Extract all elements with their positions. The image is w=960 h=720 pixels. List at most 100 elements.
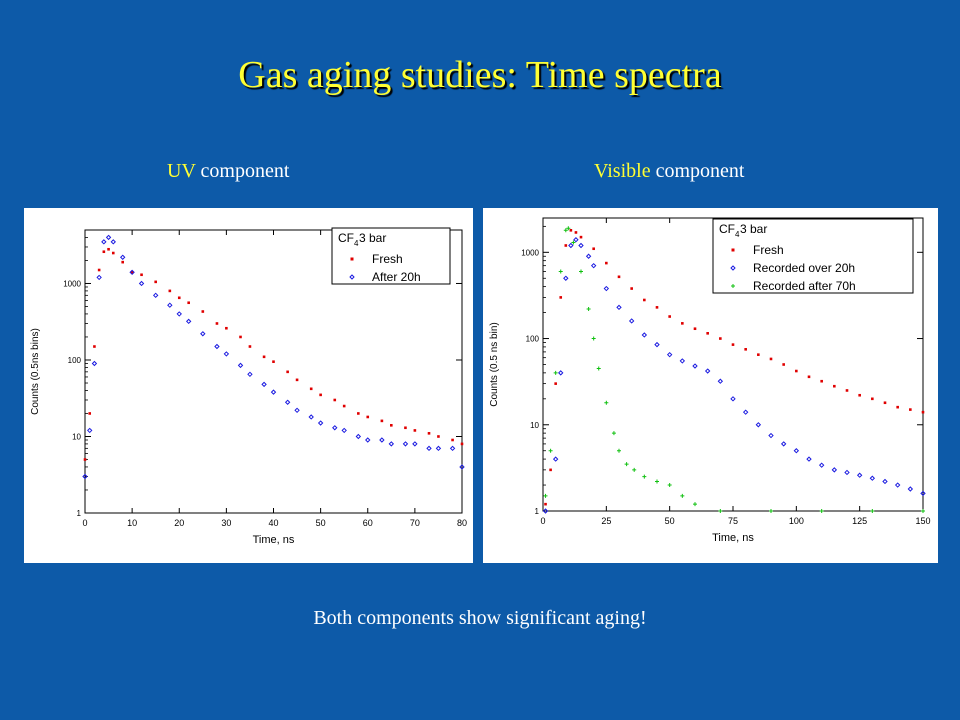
uv-time-spectrum-chart: 0 10 20 30 40 50 60 70 80 1 10 100 1000 Time, ns Count… xyxy=(30,227,467,546)
data-point-recorded-after-70h xyxy=(553,370,558,375)
legend-label-fresh: Fresh xyxy=(753,243,784,257)
y-tick-label: 10 xyxy=(530,421,539,430)
data-point-fresh xyxy=(413,429,417,432)
data-point-fresh xyxy=(693,327,697,331)
data-point-fresh xyxy=(668,315,671,318)
data-point-fresh xyxy=(896,405,899,409)
legend-marker xyxy=(731,284,735,288)
legend-marker xyxy=(349,274,355,280)
data-point-fresh xyxy=(921,410,925,414)
data-point-recorded-over-20h xyxy=(603,285,610,292)
legend-marker xyxy=(731,248,735,252)
data-point-recorded-over-20h xyxy=(793,448,800,454)
data-point-fresh xyxy=(88,412,92,415)
footer-note: Both components show significant aging! xyxy=(313,607,647,629)
x-tick-label: 50 xyxy=(665,516,675,526)
data-point-recorded-over-20h xyxy=(573,237,579,243)
data-point-after-20h xyxy=(459,464,465,470)
data-point-fresh xyxy=(820,379,823,383)
data-point-fresh xyxy=(579,235,583,239)
x-tick-label: 80 xyxy=(457,518,467,528)
data-point-recorded-over-20h xyxy=(568,242,574,249)
data-point-fresh xyxy=(605,261,608,265)
legend-box xyxy=(712,218,914,294)
data-point-fresh xyxy=(309,387,313,391)
slide-title: Gas aging studies: Time spectra xyxy=(238,54,722,96)
data-point-recorded-after-70h xyxy=(632,467,637,472)
data-point-fresh xyxy=(655,306,659,309)
data-point-recorded-after-70h xyxy=(604,400,609,405)
data-point-after-20h xyxy=(365,437,371,443)
data-point-recorded-over-20h xyxy=(542,508,549,514)
data-point-fresh xyxy=(366,415,370,419)
data-point-fresh xyxy=(121,260,124,264)
data-point-fresh xyxy=(719,337,722,340)
legend-label-recorded-after-70h: Recorded after 70h xyxy=(753,279,856,293)
data-point-fresh xyxy=(333,398,337,402)
data-point-fresh xyxy=(451,438,454,442)
data-point-recorded-over-20h xyxy=(590,262,597,269)
data-point-recorded-after-70h xyxy=(680,493,685,498)
data-point-fresh xyxy=(319,393,322,397)
data-point-fresh xyxy=(97,268,101,272)
caption-uv-component: UV component xyxy=(167,160,289,183)
y-tick-label: 1 xyxy=(77,509,82,518)
caption-uv-rest: component xyxy=(195,160,290,182)
x-tick-label: 100 xyxy=(789,516,804,526)
caption-uv-highlight: UV xyxy=(167,160,196,182)
data-point-recorded-over-20h xyxy=(692,363,698,369)
data-point-recorded-over-20h xyxy=(882,478,888,485)
data-point-fresh xyxy=(93,345,96,348)
x-tick-label: 20 xyxy=(174,518,184,528)
data-point-after-20h xyxy=(152,292,159,299)
data-point-recorded-after-70h xyxy=(586,307,591,312)
y-tick-label: 10 xyxy=(72,432,81,441)
y-axis-label: Counts (0.5ns bins) xyxy=(30,328,41,415)
data-point-recorded-after-70h xyxy=(558,269,563,274)
x-tick-label: 60 xyxy=(363,518,373,528)
visible-time-spectrum-chart: 0 25 50 75 100 125 150 1 10 100 1000 Time, ns Counts… xyxy=(489,217,931,544)
data-point-recorded-after-70h xyxy=(870,509,875,513)
data-point-after-20h xyxy=(129,269,135,276)
legend-label-fresh: Fresh xyxy=(372,252,403,266)
data-point-recorded-over-20h xyxy=(704,368,711,374)
data-point-fresh xyxy=(909,408,912,411)
data-point-fresh xyxy=(295,378,299,382)
data-point-recorded-after-70h xyxy=(543,493,548,498)
data-point-after-20h xyxy=(412,441,418,447)
data-point-fresh xyxy=(782,363,785,366)
data-point-recorded-over-20h xyxy=(717,378,724,384)
data-point-recorded-after-70h xyxy=(718,509,723,513)
legend-label-recorded-over-20h: Recorded over 20h xyxy=(753,261,855,275)
data-point-after-20h xyxy=(355,433,362,440)
data-point-after-20h xyxy=(185,318,192,325)
data-point-fresh xyxy=(130,270,134,274)
data-point-fresh xyxy=(569,229,573,232)
data-point-recorded-over-20h xyxy=(628,318,635,324)
data-point-fresh xyxy=(177,296,181,300)
data-point-recorded-over-20h xyxy=(894,482,901,488)
legend-marker xyxy=(350,257,354,261)
legend-title-subscript: 4 xyxy=(735,230,740,239)
legend-title-main: CF xyxy=(719,222,735,236)
data-point-recorded-over-20h xyxy=(563,275,569,281)
data-point-fresh xyxy=(107,247,110,251)
x-tick-label: 150 xyxy=(915,516,930,526)
data-point-fresh xyxy=(215,322,219,325)
data-point-fresh xyxy=(617,275,621,279)
y-tick-label: 1000 xyxy=(521,248,539,257)
data-point-after-20h xyxy=(435,445,442,452)
data-point-fresh xyxy=(342,404,346,408)
data-point-fresh xyxy=(187,301,190,305)
data-point-after-20h xyxy=(176,311,182,317)
data-point-fresh xyxy=(845,389,849,392)
data-point-after-20h xyxy=(261,381,267,388)
x-tick-label: 10 xyxy=(127,518,137,528)
data-point-after-20h xyxy=(167,302,173,308)
data-point-after-20h xyxy=(101,239,107,245)
data-point-recorded-over-20h xyxy=(679,358,686,364)
data-point-fresh xyxy=(111,251,115,255)
uv-chart-panel: 0 10 20 30 40 50 60 70 80 1 10 100 1000 Time, ns Count… xyxy=(24,208,473,563)
data-point-fresh xyxy=(544,502,547,506)
data-point-fresh xyxy=(168,289,172,293)
